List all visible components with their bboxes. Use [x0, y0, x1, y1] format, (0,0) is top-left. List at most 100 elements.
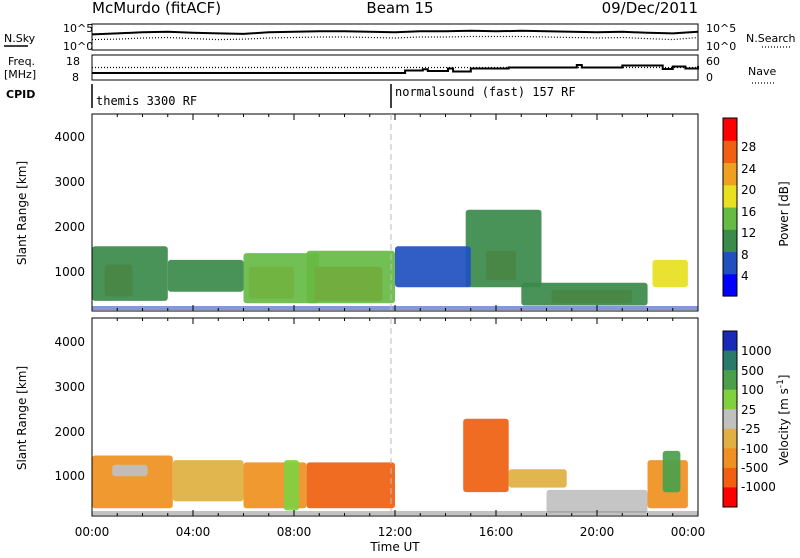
velocity-colorbar-label-sup: -1 — [776, 379, 786, 388]
velocity-cell-1 — [112, 464, 148, 477]
nsearch-tick-bottom: 10^0 — [706, 40, 736, 53]
velocity-cell-0 — [92, 455, 173, 509]
velocity-colorbar-frame — [722, 330, 738, 508]
velocity-cell-7 — [508, 469, 567, 488]
power-cbar-tick-8: 8 — [741, 248, 749, 262]
freq-tick-bottom: 8 — [72, 71, 79, 84]
nsearch-tick-top: 10^5 — [706, 22, 736, 35]
station-title: McMurdo (fitACF) — [92, 0, 221, 17]
velocity-cbar-swatch-2 — [723, 370, 737, 391]
velocity-cbar-swatch-3 — [723, 389, 737, 410]
freq-tick-top: 18 — [66, 55, 80, 68]
velocity-cbar-swatch-0 — [723, 331, 737, 352]
power-panel: Slant Range [km] 1000 2000 3000 4000 — [15, 113, 699, 312]
velocity-cbar-tick-100: 100 — [741, 383, 764, 397]
velocity-cbar-tick-neg100: -100 — [741, 442, 768, 456]
cpid-mode-1: themis 3300 RF — [96, 94, 197, 108]
power-cell-3 — [243, 253, 320, 304]
cpid-row: CPID themis 3300 RF normalsound (fast) 1… — [6, 84, 576, 108]
freq-panel: Freq. [MHz] 18 8 60 0 Nave — [4, 54, 776, 84]
power-cbar-swatch-3 — [723, 207, 737, 230]
nsky-panel-frame — [91, 23, 699, 51]
power-cbar-tick-12: 12 — [741, 226, 756, 240]
xtick-1: 04:00 — [176, 525, 211, 539]
beam-label: Beam 15 — [366, 0, 433, 17]
nsearch-series-line — [91, 35, 699, 41]
velocity-colorbar-label-text: Velocity [m s — [777, 388, 791, 465]
power-cell-9 — [521, 282, 648, 306]
velocity-cell-2 — [172, 460, 244, 502]
velocity-cell-6 — [463, 418, 509, 493]
velocity-cbar-tick-25: 25 — [741, 403, 756, 417]
velocity-cell-4 — [283, 460, 299, 511]
power-cbar-tick-16: 16 — [741, 205, 756, 219]
velocity-cell-8 — [546, 489, 648, 513]
nave-tick-top: 60 — [706, 55, 720, 68]
power-cbar-tick-4: 4 — [741, 269, 749, 283]
freq-label: Freq. — [8, 55, 35, 68]
power-cbar-swatch-6 — [723, 140, 737, 164]
power-colorbar-ticks: 4 8 12 16 20 24 28 — [741, 140, 756, 283]
power-data-layer — [92, 209, 698, 310]
velocity-cbar-swatch-1 — [723, 350, 737, 371]
xtick-2: 08:00 — [277, 525, 312, 539]
cpid-mode-2: normalsound (fast) 157 RF — [395, 85, 576, 99]
power-ytick-3000: 3000 — [54, 175, 85, 189]
freq-series-line — [92, 64, 699, 74]
power-tickmarks — [91, 114, 699, 311]
power-ytick-4000: 4000 — [54, 130, 85, 144]
power-ytick-2000: 2000 — [54, 220, 85, 234]
power-ylabel: Slant Range [km] — [15, 161, 29, 265]
power-cbar-tick-20: 20 — [741, 183, 756, 197]
power-cbar-swatch-4 — [723, 184, 737, 208]
velocity-panel: Slant Range [km] 1000 2000 3000 4000 — [15, 317, 699, 517]
power-cbar-swatch-7 — [723, 118, 737, 141]
freq-unit-label: [MHz] — [4, 68, 36, 81]
velocity-ytick-4000: 4000 — [54, 335, 85, 349]
power-colorbar-label: Power [dB] — [777, 181, 791, 246]
power-cbar-tick-24: 24 — [741, 162, 756, 176]
power-cbar-tick-28: 28 — [741, 140, 756, 154]
x-axis: 00:00 04:00 08:00 12:00 16:00 20:00 00:0… — [75, 525, 706, 554]
velocity-cbar-tick-500: 500 — [741, 364, 764, 378]
velocity-colorbar: 1000 500 100 25 -25 -100 -500 -1000 Velo… — [722, 330, 791, 508]
xtick-4: 16:00 — [479, 525, 514, 539]
velocity-cbar-swatch-4 — [723, 409, 737, 430]
velocity-cell-10 — [662, 450, 681, 493]
velocity-ylabel: Slant Range [km] — [15, 366, 29, 470]
power-ytick-1000: 1000 — [54, 265, 85, 279]
power-cbar-swatch-2 — [723, 229, 737, 253]
power-colorbar-frame — [722, 117, 738, 297]
nave-label: Nave — [748, 65, 776, 78]
velocity-cbar-swatch-7 — [723, 467, 737, 488]
power-cell-11 — [167, 259, 244, 292]
nsearch-label: N.Search — [746, 32, 796, 45]
nsky-panel: N.Sky 10^5 10^0 10^5 10^0 N.Search — [4, 22, 796, 53]
velocity-cbar-tick-neg25: -25 — [741, 422, 761, 436]
power-cbar-swatch-0 — [723, 273, 737, 297]
velocity-cbar-swatch-6 — [723, 448, 737, 469]
nsky-series-line — [91, 29, 699, 36]
power-cell-10 — [652, 259, 688, 288]
velocity-cbar-swatch-5 — [723, 428, 737, 449]
xtick-3: 12:00 — [378, 525, 413, 539]
power-colorbar-swatches — [723, 118, 737, 297]
nsky-tick-bottom: 10^0 — [63, 40, 93, 53]
velocity-colorbar-ticks: 1000 500 100 25 -25 -100 -500 -1000 — [741, 344, 776, 494]
velocity-cbar-tick-neg1000: -1000 — [741, 480, 776, 494]
velocity-ytick-3000: 3000 — [54, 380, 85, 394]
velocity-colorbar-swatches — [723, 331, 737, 508]
x-axis-label: Time UT — [369, 540, 420, 554]
power-colorbar: 4 8 12 16 20 24 28 Power [dB] — [722, 117, 791, 297]
xtick-0: 00:00 — [75, 525, 110, 539]
velocity-cell-5 — [306, 462, 395, 509]
xtick-6: 00:00 — [671, 525, 706, 539]
velocity-colorbar-label: Velocity [m s-1] — [776, 375, 791, 466]
date-label: 09/Dec/2011 — [602, 0, 698, 17]
velocity-cbar-swatch-8 — [723, 487, 737, 508]
velocity-ytick-1000: 1000 — [54, 469, 85, 483]
power-cbar-swatch-5 — [723, 162, 737, 186]
velocity-cbar-tick-1000: 1000 — [741, 344, 772, 358]
nave-tick-bottom: 0 — [706, 71, 713, 84]
